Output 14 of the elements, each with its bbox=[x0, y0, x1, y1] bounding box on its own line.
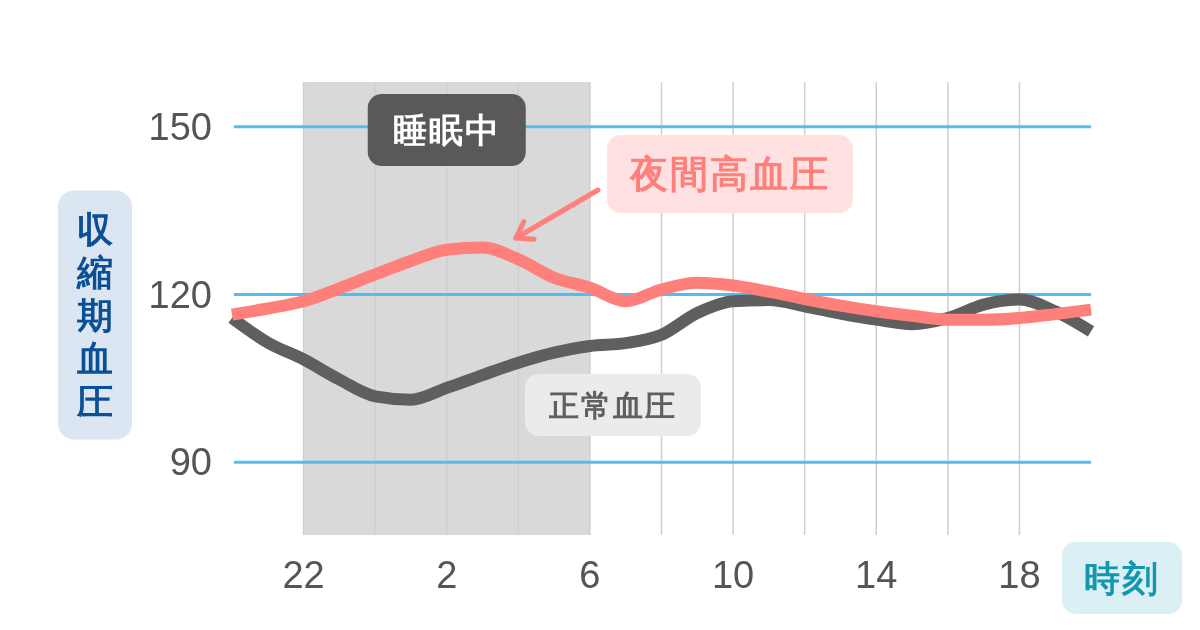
y-tick-label: 120 bbox=[148, 273, 212, 316]
x-tick-label: 6 bbox=[579, 554, 601, 596]
x-tick-label: 10 bbox=[711, 554, 755, 596]
band-label: 睡眠中 bbox=[392, 111, 501, 149]
y-axis-title: 収縮期血圧 bbox=[76, 208, 114, 422]
y-tick-label: 90 bbox=[169, 441, 212, 484]
x-tick-label: 18 bbox=[998, 554, 1041, 596]
series-label: 正常血圧 bbox=[548, 388, 677, 422]
y-tick-label: 150 bbox=[148, 105, 212, 148]
x-tick-label: 2 bbox=[436, 554, 458, 596]
x-axis-title: 時刻 bbox=[1084, 557, 1160, 599]
x-tick-label: 14 bbox=[855, 554, 898, 596]
text: 夜間高血圧 bbox=[629, 153, 830, 195]
x-tick-label: 22 bbox=[282, 554, 325, 596]
